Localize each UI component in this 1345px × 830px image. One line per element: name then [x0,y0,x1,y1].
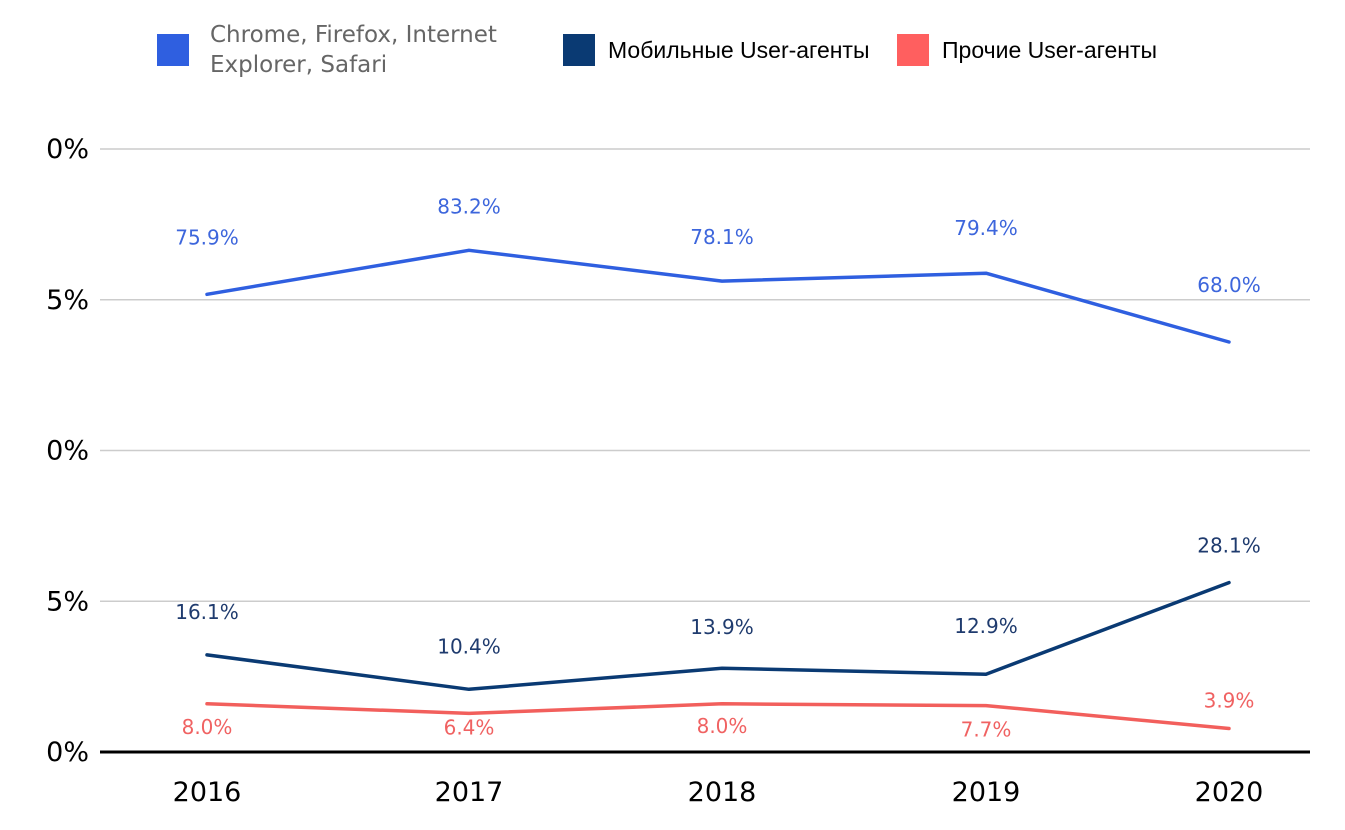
data-label: 8.0% [697,714,748,738]
data-label: 7.7% [961,718,1012,742]
y-tick-label: 5% [46,285,89,316]
data-label: 83.2% [437,194,501,218]
x-tick-label: 2017 [435,777,504,808]
y-tick-label: 0% [46,436,89,467]
legend-swatch-mobile-agents [563,34,595,66]
y-axis-tick-labels: 0% 5% 0% 5% 0% [46,134,89,768]
x-tick-label: 2018 [688,777,757,808]
y-tick-label: 0% [46,737,89,768]
legend-swatch-desktop-browsers [157,34,189,66]
data-label: 68.0% [1197,273,1261,297]
data-label: 3.9% [1204,688,1255,712]
data-label: 8.0% [182,715,233,739]
legend-label-desktop-line1: Chrome, Firefox, Internet [210,22,497,48]
data-label: 16.1% [175,600,239,624]
series-lines [205,248,1231,731]
x-tick-label: 2020 [1195,777,1264,808]
legend-item-other-agents: Прочие User-агенты [897,34,1157,67]
x-tick-label: 2016 [173,777,242,808]
data-label: 78.1% [690,225,754,249]
data-labels: 75.9% 83.2% 78.1% 79.4% 68.0% 16.1% 10.4% 13.9%… [175,194,1261,741]
legend-item-desktop-browsers: Chrome, Firefox, Internet Explorer, Safa… [157,20,497,80]
legend-label-desktop-line2: Explorer, Safari [210,52,388,78]
legend-label-mobile-agents: Мобильные User-агенты [608,37,870,63]
legend-swatch-other-agents [897,34,929,66]
series-line-2 [205,702,1231,731]
series-line-1 [205,580,1231,692]
legend-label-other-agents: Прочие User-агенты [942,37,1158,63]
x-axis-tick-labels: 2016 2017 2018 2019 2020 [173,777,1264,808]
data-label: 6.4% [444,715,495,739]
data-label: 12.9% [954,614,1018,638]
data-label: 13.9% [690,615,754,639]
gridlines [100,148,1310,602]
legend-item-mobile-agents: Мобильные User-агенты [563,34,870,67]
series-line-0 [205,248,1231,344]
y-tick-label: 5% [46,586,89,617]
data-label: 28.1% [1197,534,1261,558]
data-label: 10.4% [437,634,501,658]
data-label: 75.9% [175,225,239,249]
y-tick-label: 0% [46,134,89,165]
x-tick-label: 2019 [952,777,1021,808]
data-label: 79.4% [954,216,1018,240]
